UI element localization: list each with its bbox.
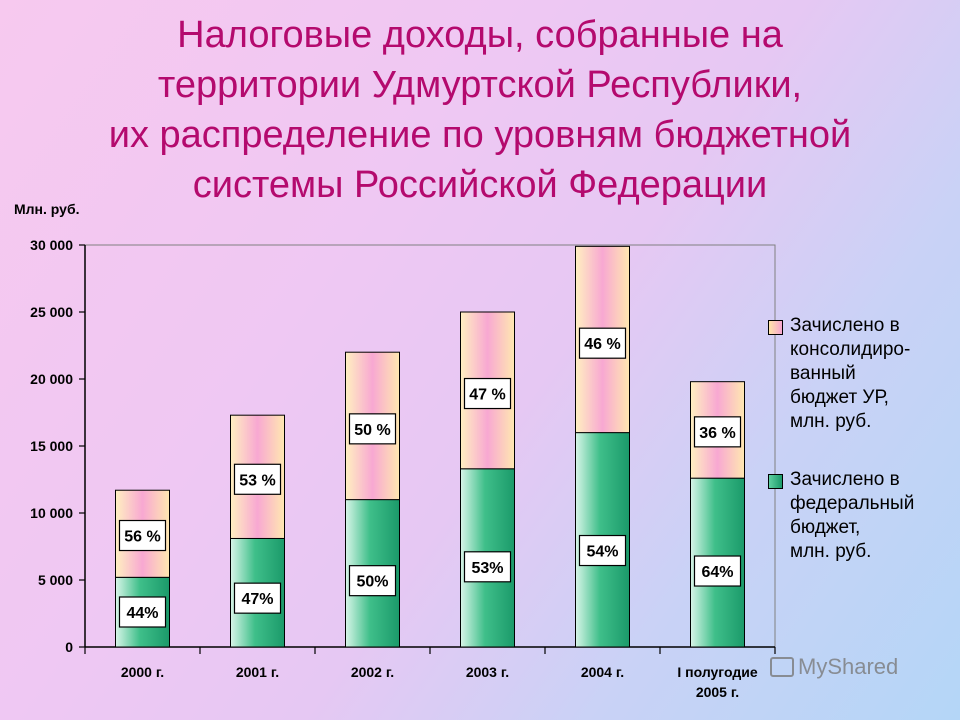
title-line-1: Налоговые доходы, собранные на: [177, 14, 783, 56]
data-label-federal-box: [348, 565, 397, 597]
data-label-regional: 46 %: [584, 336, 620, 353]
data-label-federal: 50%: [356, 574, 388, 591]
y-tick-label: 0: [65, 639, 73, 655]
data-label-federal: 54%: [586, 544, 618, 561]
x-tick-label: I полугодие: [677, 664, 757, 680]
data-label-federal-box: [233, 582, 282, 614]
y-tick-label: 25 000: [30, 304, 73, 320]
data-label-federal-box: [118, 596, 167, 628]
plot-area: [84, 244, 776, 648]
x-tick-label: 2002 г.: [351, 664, 394, 680]
data-label-regional: 36 %: [699, 425, 735, 442]
x-tick-label: 2001 г.: [236, 664, 279, 680]
y-tick-label: 30 000: [30, 237, 73, 253]
legend-swatch-federal: [768, 474, 783, 489]
data-label-regional: 47 %: [469, 387, 505, 404]
data-label-regional: 50 %: [354, 422, 390, 439]
data-label-regional-box: [578, 327, 627, 359]
bars: [115, 245, 745, 648]
percent-labels: 44% 56 % 47% 53 % 50% 50 % 53% 47 % 54% 46 % 64% 36…: [118, 327, 742, 628]
y-tick-label: 10 000: [30, 505, 73, 521]
watermark: MyShared: [770, 654, 898, 680]
legend-label-regional: Зачислено в консолидиро- ванный бюджет У…: [790, 315, 911, 432]
title-line-3: их распределение по уровням бюджетной: [108, 114, 852, 156]
data-label-regional-box: [463, 377, 512, 410]
data-label-regional: 56 %: [124, 529, 160, 546]
watermark-text: MyShared: [798, 654, 899, 679]
x-tick-label: 2005 г.: [696, 684, 739, 700]
data-label-regional-box: [233, 463, 282, 495]
x-tick-label: 2000 г.: [121, 664, 164, 680]
y-axis-label: Млн. руб.: [14, 201, 79, 217]
presentation-icon: [770, 657, 794, 677]
x-tick-label: 2004 г.: [581, 664, 624, 680]
y-tick-label: 20 000: [30, 371, 73, 387]
y-tick-label: 5 000: [38, 572, 73, 588]
data-label-federal-box: [693, 555, 742, 587]
data-label-federal-box: [578, 534, 627, 567]
data-label-federal: 64%: [701, 564, 733, 581]
slide-title: Налоговые доходы, собранные на территори…: [0, 10, 960, 210]
legend-label-federal: Зачислено в федеральный бюджет, млн. руб…: [790, 469, 915, 562]
title-line-4: системы Российской Федерации: [192, 164, 768, 206]
data-label-regional-box: [693, 416, 742, 448]
y-tick-label: 15 000: [30, 438, 73, 454]
axes: 0 5 000 10 000 15 000 20 000 25 000 30 000 2000…: [30, 237, 776, 700]
data-label-federal: 44%: [126, 605, 158, 622]
data-label-regional-box: [118, 519, 167, 552]
data-label-federal-box: [463, 551, 512, 583]
data-label-federal: 47%: [241, 591, 273, 608]
data-label-regional: 53 %: [239, 472, 275, 489]
x-tick-label: 2003 г.: [466, 664, 509, 680]
data-label-regional-box: [348, 413, 397, 445]
title-line-2: территории Удмуртской Республики,: [157, 64, 803, 106]
legend-swatch-regional: [768, 320, 783, 335]
data-label-federal: 53%: [471, 560, 503, 577]
